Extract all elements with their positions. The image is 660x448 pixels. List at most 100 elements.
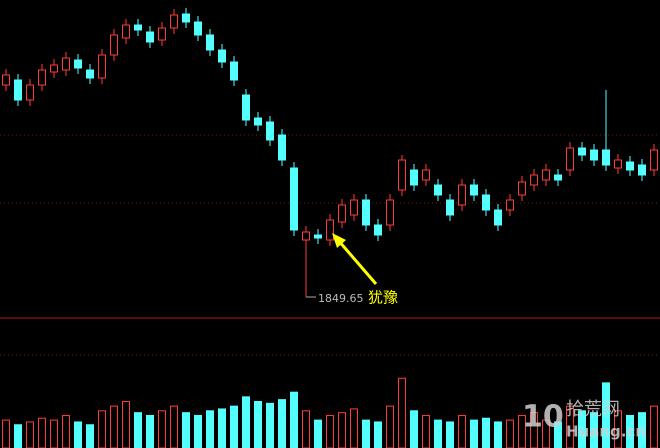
candle-body xyxy=(218,49,226,63)
candle-body xyxy=(386,199,394,226)
watermark-name: 拾荒网 xyxy=(566,399,620,420)
candle-body xyxy=(278,134,286,161)
candle-body xyxy=(518,181,526,196)
candle-body xyxy=(638,164,646,176)
candle-body xyxy=(566,147,574,171)
candle-body xyxy=(2,74,10,86)
volume-bar xyxy=(422,414,430,448)
candle-body xyxy=(458,184,466,206)
volume-bar xyxy=(110,405,118,448)
volume-bar xyxy=(326,414,334,448)
volume-bar xyxy=(62,414,70,448)
candle-body xyxy=(338,204,346,223)
candle-body xyxy=(398,159,406,191)
candle-body xyxy=(170,14,178,29)
volume-bar xyxy=(398,377,406,448)
candle-body xyxy=(506,199,514,211)
volume-bar xyxy=(230,405,238,448)
candle-body xyxy=(362,199,370,226)
volume-bar xyxy=(542,419,550,448)
volume-bar xyxy=(374,421,382,448)
volume-bar xyxy=(650,405,658,448)
watermark: 10 拾荒网 Huang.cn xyxy=(522,399,646,441)
volume-bar xyxy=(518,414,526,448)
candle-body xyxy=(614,159,622,169)
candle-body xyxy=(266,121,274,141)
volume-bar xyxy=(434,419,442,448)
candle-body xyxy=(602,149,610,166)
volume-bar xyxy=(386,405,394,448)
volume-bar xyxy=(314,419,322,448)
candle-body xyxy=(194,21,202,36)
candle-body xyxy=(50,64,58,73)
candle-body xyxy=(422,169,430,181)
volume-bar xyxy=(266,402,274,448)
candle-body xyxy=(494,209,502,226)
candle-body xyxy=(158,27,166,41)
volume-bar xyxy=(170,405,178,448)
volume-bar xyxy=(458,414,466,448)
candles xyxy=(2,8,658,448)
volume-bar xyxy=(410,410,418,448)
volume-bar xyxy=(194,414,202,448)
candle-body xyxy=(554,174,562,181)
volume-bar xyxy=(38,417,46,448)
volume-bar xyxy=(470,419,478,448)
watermark-site: Huang.cn xyxy=(566,423,646,441)
candle-body xyxy=(578,147,586,156)
candle-body xyxy=(14,79,22,101)
volume-bar xyxy=(626,414,634,448)
watermark-number: 10 xyxy=(522,400,564,435)
candle-body xyxy=(62,57,70,71)
volume-bar xyxy=(50,419,58,448)
volume-bar xyxy=(146,414,154,448)
annotation-arrowhead xyxy=(332,233,346,248)
candle-body xyxy=(110,34,118,56)
candle-body xyxy=(530,174,538,186)
candle-body xyxy=(230,61,238,81)
candle-body xyxy=(314,234,322,239)
candle-body xyxy=(434,184,442,196)
volume-bar xyxy=(290,391,298,448)
candle-body xyxy=(302,231,310,241)
volume-bar xyxy=(206,410,214,448)
candle-body xyxy=(38,69,46,86)
candle-body xyxy=(254,117,262,126)
candle-body xyxy=(98,54,106,79)
candle-body xyxy=(470,184,478,196)
volume-bar xyxy=(74,421,82,448)
volume-bar xyxy=(362,419,370,448)
candle-body xyxy=(290,167,298,231)
volume-bar xyxy=(242,396,250,448)
volume-bar xyxy=(446,421,454,448)
candle-body xyxy=(26,84,34,101)
candle-body xyxy=(350,199,358,216)
volume-bar xyxy=(86,424,94,448)
volume-bar xyxy=(530,412,538,448)
candle-body xyxy=(542,169,550,181)
candle-body xyxy=(374,224,382,236)
volume-bar xyxy=(278,399,286,448)
candle-body xyxy=(410,169,418,186)
annotation: 犹豫 xyxy=(368,289,398,307)
volume-bar xyxy=(254,401,262,448)
volume-bar xyxy=(218,408,226,448)
candle-body xyxy=(626,161,634,171)
candle-body xyxy=(326,219,334,241)
volume-bar xyxy=(2,419,10,448)
candle-body xyxy=(86,69,94,79)
candle-body xyxy=(482,194,490,211)
low-label: 1849.65 xyxy=(318,292,364,305)
volume-bar xyxy=(26,421,34,448)
candle-body xyxy=(242,94,250,121)
volume-bar xyxy=(506,419,514,448)
annotation-arrow xyxy=(336,239,378,285)
volume-bar xyxy=(98,410,106,448)
candle-body xyxy=(134,24,142,31)
candle-body xyxy=(74,59,82,69)
candle-body xyxy=(650,149,658,171)
candle-body xyxy=(146,31,154,43)
candle-body xyxy=(122,24,130,39)
volume-bar xyxy=(350,408,358,448)
